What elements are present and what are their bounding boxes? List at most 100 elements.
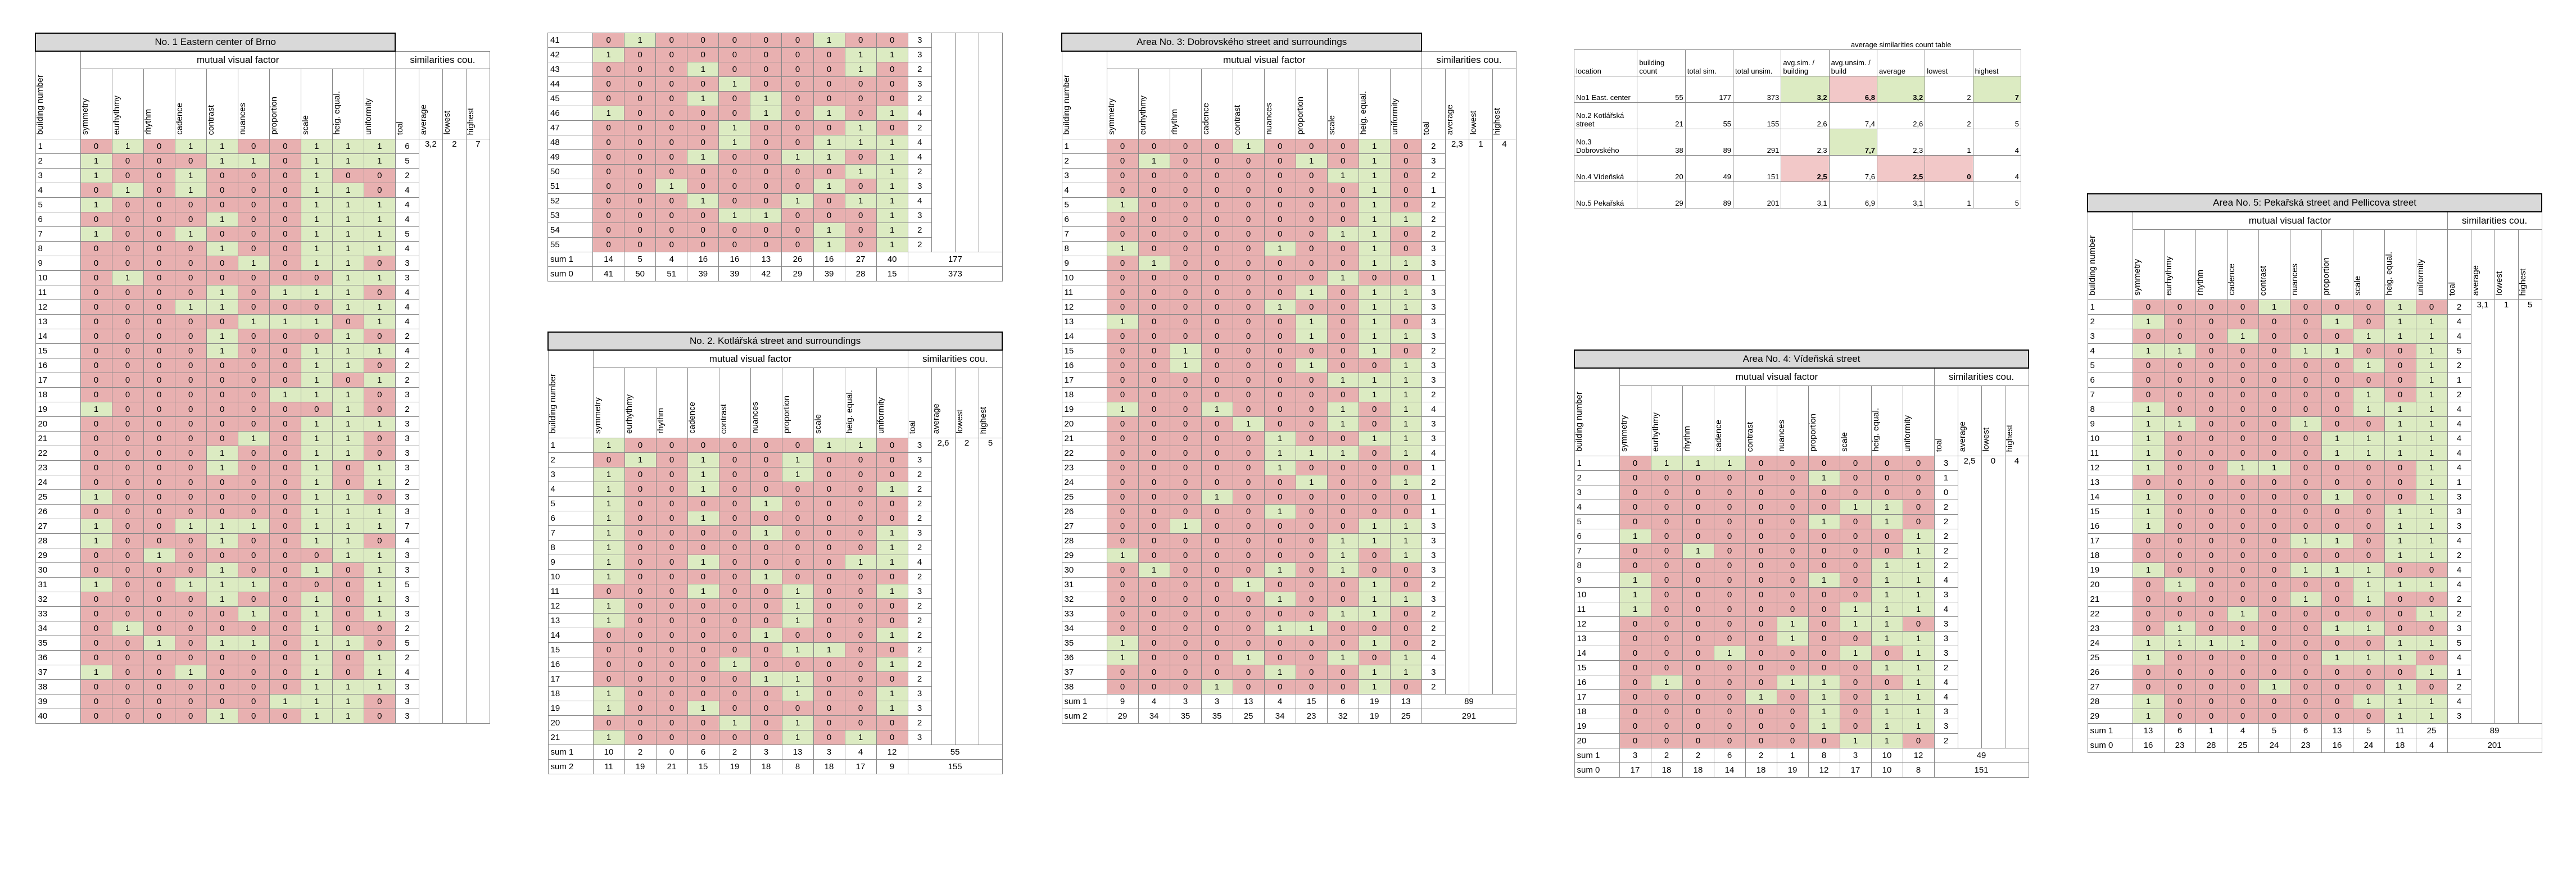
factor-cell: 0 xyxy=(2289,314,2322,329)
building-number: 10 xyxy=(547,569,594,584)
stat-column-empty xyxy=(931,33,956,252)
factor-cell: 0 xyxy=(1106,431,1139,446)
factor-cell: 0 xyxy=(2289,299,2322,315)
factor-cell: 1 xyxy=(1389,475,1422,490)
building-number: 11 xyxy=(2087,446,2133,461)
table-row: 17 0 0 0 0 0 1 1 0 1 1 4 xyxy=(2087,533,2542,548)
factor-cell: 1 xyxy=(2258,299,2290,315)
stat-header: highest xyxy=(2004,385,2029,456)
comparison-cell: 3,1 xyxy=(1781,181,1830,208)
factor-label: symmetry xyxy=(1107,98,1116,135)
total-cell: 3 xyxy=(395,709,419,724)
total-cell: 3 xyxy=(395,460,419,475)
factor-cell: 0 xyxy=(2163,329,2196,344)
factor-cell: 1 xyxy=(876,555,908,570)
factor-cell: 0 xyxy=(750,193,782,208)
factor-cell: 0 xyxy=(1327,519,1359,534)
factor-cell: 0 xyxy=(655,715,688,730)
factor-cell: 1 xyxy=(363,665,396,680)
factor-cell: 0 xyxy=(174,548,207,563)
factor-cell: 1 xyxy=(2132,636,2165,651)
building-number: 12 xyxy=(547,598,594,614)
factor-cell: 0 xyxy=(2195,358,2228,373)
factor-cell: 0 xyxy=(1295,270,1328,285)
factor-cell: 0 xyxy=(143,373,175,388)
factor-cell: 1 xyxy=(300,504,333,519)
factor-cell: 1 xyxy=(1389,519,1422,534)
table-row: 11 0 0 0 0 0 0 1 0 1 1 3 xyxy=(1061,285,1516,300)
factor-cell: 1 xyxy=(1295,314,1328,329)
factor-cell: 0 xyxy=(876,496,908,511)
factor-cell: 1 xyxy=(1264,665,1296,680)
comparison-cell: 2,3 xyxy=(1876,129,1926,156)
factor-cell: 1 xyxy=(1808,675,1840,690)
sum-value: 19 xyxy=(1358,694,1391,709)
factor-cell: 1 xyxy=(687,482,719,497)
factor-cell: 0 xyxy=(813,511,845,526)
factor-cell: 0 xyxy=(363,387,396,402)
sum-value: 3 xyxy=(1201,694,1233,709)
factor-cell: 0 xyxy=(781,47,814,62)
factor-cell: 0 xyxy=(1682,514,1714,529)
factor-cell: 0 xyxy=(844,76,877,92)
factor-cell: 0 xyxy=(1389,636,1422,651)
building-number: 17 xyxy=(547,671,594,687)
factor-cell: 0 xyxy=(1264,387,1296,402)
stat-header: highest xyxy=(2518,229,2542,300)
factor-cell: 1 xyxy=(363,577,396,592)
factor-cell: 1 xyxy=(2415,431,2448,446)
factor-cell: 0 xyxy=(1106,212,1139,227)
factor-cell: 0 xyxy=(1902,514,1935,529)
factor-cell: 1 xyxy=(1389,533,1422,548)
factor-cell: 0 xyxy=(1138,504,1170,519)
factor-cell: 0 xyxy=(876,569,908,584)
building-number: 14 xyxy=(547,628,594,643)
factor-cell: 1 xyxy=(300,183,333,198)
total-cell: 4 xyxy=(1934,675,1958,690)
factor-cell: 0 xyxy=(2195,446,2228,461)
factor-cell: 1 xyxy=(1902,558,1935,573)
factor-cell: 1 xyxy=(1871,514,1903,529)
factor-cell: 0 xyxy=(781,76,814,92)
factor-cell: 0 xyxy=(143,709,175,724)
factor-cell: 0 xyxy=(624,149,657,165)
total-cell: 2 xyxy=(907,540,932,555)
factor-cell: 1 xyxy=(813,438,845,453)
factor-cell: 1 xyxy=(844,193,877,208)
factor-cell: 1 xyxy=(332,416,364,432)
building-number: 9 xyxy=(1574,573,1620,588)
building-number: 13 xyxy=(1574,631,1620,646)
table-row: 25 0 0 0 1 0 0 0 0 0 0 1 xyxy=(1061,489,1516,505)
comparison-cell: 5 xyxy=(1972,102,2022,129)
factor-cell: 0 xyxy=(206,650,238,665)
factor-cell: 1 xyxy=(1682,543,1714,559)
factor-cell: 0 xyxy=(624,223,657,238)
sum-total: 177 xyxy=(907,252,1003,267)
factor-cell: 0 xyxy=(269,168,301,183)
factor-cell: 0 xyxy=(332,373,364,388)
factor-cell: 0 xyxy=(206,197,238,212)
factor-cell: 1 xyxy=(1327,416,1359,432)
factor-cell: 1 xyxy=(1776,631,1809,646)
building-number: 5 xyxy=(2087,358,2133,373)
sum-value: 2 xyxy=(1682,748,1714,763)
sum-value: 18 xyxy=(1682,762,1714,778)
factor-cell: 1 xyxy=(1871,616,1903,632)
total-cell: 2 xyxy=(907,642,932,657)
building-number: 4 xyxy=(35,183,81,198)
factor-cell: 0 xyxy=(813,628,845,643)
factor-cell: 1 xyxy=(1713,646,1746,661)
stat-header: lowest xyxy=(2494,229,2519,300)
total-cell: 2 xyxy=(907,496,932,511)
factor-cell: 1 xyxy=(876,106,908,121)
factor-cell: 0 xyxy=(269,373,301,388)
comparison-cell: 3,2 xyxy=(1876,76,1926,103)
building-number: 4 xyxy=(1574,500,1620,515)
factor-cell: 0 xyxy=(1138,665,1170,680)
stat-label: highest xyxy=(2518,268,2528,296)
building-number: 25 xyxy=(35,489,81,505)
total-cell: 5 xyxy=(395,226,419,242)
table-row: 19 0 0 0 0 0 0 1 0 1 1 3 xyxy=(1574,719,2029,734)
